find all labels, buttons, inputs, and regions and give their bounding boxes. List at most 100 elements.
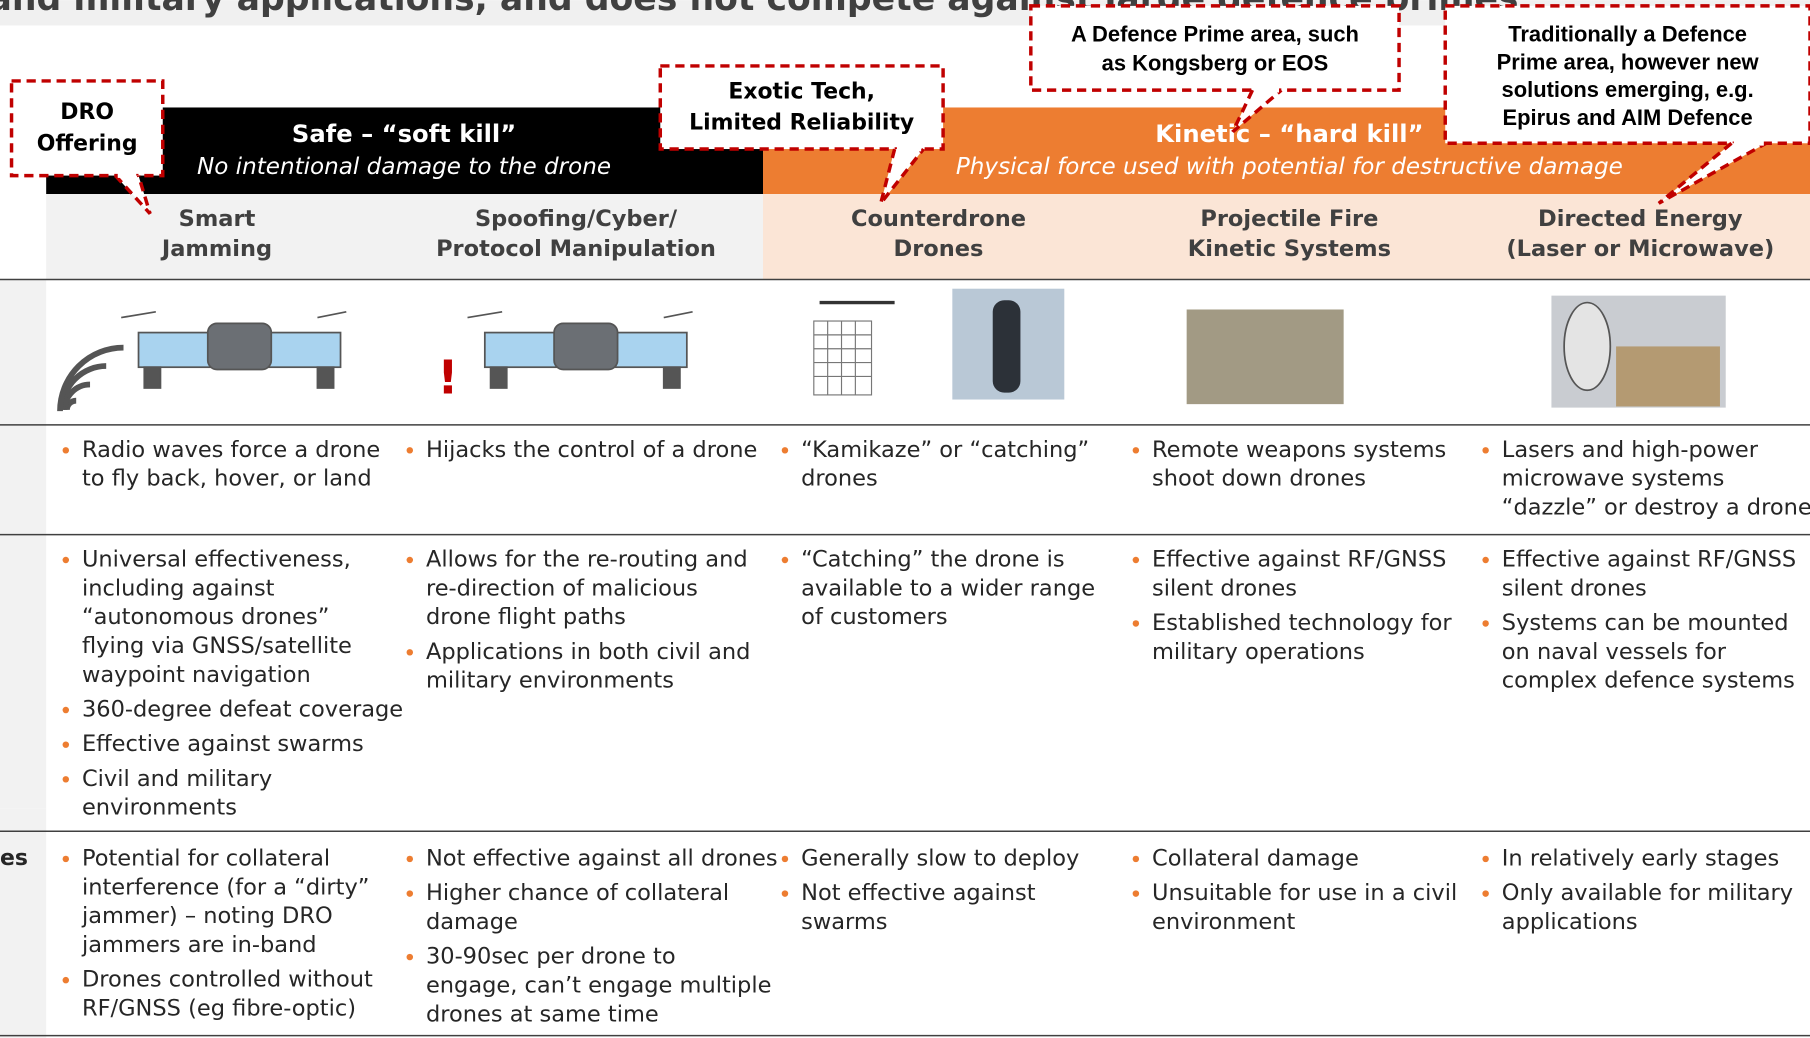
bullet	[406, 855, 414, 863]
column-header: Kinetic Systems	[1188, 236, 1391, 262]
bullet	[1132, 447, 1140, 454]
cell-text: Generally slow to deploy	[801, 845, 1079, 871]
callout-text: Prime area, however new	[1497, 49, 1760, 74]
cell-text: “dazzle” or destroy a drone	[1502, 495, 1810, 521]
cell-text: Collateral damage	[1152, 845, 1359, 871]
cell-text: Civil and military	[82, 766, 272, 792]
cell-text: Allows for the re-routing and	[426, 546, 748, 572]
cell-text: silent drones	[1152, 575, 1297, 601]
column-header: Protocol Manipulation	[436, 236, 716, 262]
bullet	[1482, 556, 1489, 564]
cell-text: Systems can be mounted	[1502, 610, 1789, 636]
cell-text: jammer) – noting DRO	[81, 903, 333, 929]
bullet	[781, 890, 789, 897]
bullet	[406, 953, 414, 961]
bullet	[406, 556, 414, 564]
cell-text: re-direction of malicious	[426, 575, 698, 601]
cell-text: “autonomous drones”	[82, 604, 329, 630]
row-label-bg	[0, 808, 47, 1038]
cell-text: of customers	[801, 604, 948, 630]
column-header: Counterdrone	[851, 206, 1026, 232]
row-label: es	[0, 846, 28, 871]
row-label-bg	[0, 279, 47, 809]
callout-text: A Defence Prime area, such	[1071, 22, 1359, 47]
cell-text: Established technology for	[1152, 610, 1452, 636]
bullet	[1132, 855, 1140, 863]
callout-text: as Kongsberg or EOS	[1102, 51, 1329, 76]
callout-box	[9, 79, 165, 178]
cell-text: Effective against swarms	[82, 731, 364, 757]
cell-text: drones	[801, 466, 878, 492]
cell-text: environments	[82, 795, 237, 821]
callout-tail	[879, 147, 925, 205]
bullet	[62, 855, 70, 863]
callout-box	[1029, 4, 1401, 92]
callout-text: Offering	[37, 131, 138, 156]
cell-text: Only available for military	[1502, 880, 1793, 906]
cell-text: engage, can’t engage multiple	[426, 972, 771, 998]
cell-text: drone flight paths	[426, 604, 626, 630]
net-drone-image	[813, 300, 895, 396]
group-subtitle: No intentional damage to the drone	[197, 154, 611, 180]
cell-text: environment	[1152, 909, 1295, 935]
cell-text: “Catching” the drone is	[801, 546, 1065, 572]
callout-tail	[1657, 141, 1767, 205]
bullet	[1482, 890, 1489, 897]
cell-text: available to a wider range	[801, 575, 1095, 601]
cell-text: shoot down drones	[1152, 466, 1366, 492]
bullet	[1482, 447, 1489, 454]
cell-text: Higher chance of collateral	[426, 880, 729, 906]
bullet	[62, 776, 70, 783]
cell-text: Applications in both civil and	[426, 639, 750, 665]
column-header: (Laser or Microwave)	[1506, 236, 1774, 262]
cell-text: Effective against RF/GNSS	[1502, 546, 1796, 572]
cell-text: jammers are in-band	[81, 932, 317, 958]
bullet	[1482, 620, 1489, 627]
cell-text: Lasers and high-power	[1502, 437, 1759, 463]
cell-text: “Kamikaze” or “catching”	[801, 437, 1089, 463]
jamming-icon	[57, 344, 124, 412]
column-header: Jamming	[160, 236, 272, 262]
callout-text: solutions emerging, e.g.	[1502, 77, 1754, 102]
bullet	[406, 649, 414, 656]
cell-text: Drones controlled without	[82, 967, 373, 993]
cell-text: complex defence systems	[1502, 668, 1795, 694]
bullet	[781, 556, 789, 564]
cell-text: Effective against RF/GNSS	[1152, 546, 1446, 572]
bullet	[781, 447, 789, 454]
bullet	[406, 890, 414, 897]
cell-text: Radio waves force a drone	[82, 437, 380, 463]
group-subtitle: Physical force used with potential for d…	[956, 154, 1623, 180]
bullet	[62, 447, 70, 454]
callout-box	[1443, 4, 1810, 145]
column-header: Directed Energy	[1538, 206, 1743, 232]
bullet	[62, 706, 70, 714]
callout-text: Traditionally a Defence	[1508, 22, 1747, 47]
bullet	[1132, 556, 1140, 564]
column-header: Spoofing/Cyber/	[475, 206, 678, 232]
cell-text: In relatively early stages	[1502, 845, 1779, 871]
bullet	[62, 976, 70, 984]
cell-text: including against	[82, 575, 275, 601]
svg-text:!: !	[437, 351, 458, 405]
bullet	[1482, 855, 1489, 863]
cell-text: military operations	[1152, 639, 1365, 665]
cell-text: applications	[1502, 909, 1638, 935]
callout-text: Exotic Tech,	[728, 79, 875, 104]
callout-box	[658, 64, 945, 151]
cell-text: to fly back, hover, or land	[82, 466, 372, 492]
cell-text: microwave systems	[1502, 466, 1725, 492]
bullet	[62, 741, 70, 748]
col-head-bg	[763, 194, 1810, 280]
cell-text: RF/GNSS (eg fibre-optic)	[82, 996, 356, 1022]
cell-text: swarms	[801, 909, 887, 935]
callout-text: DRO	[60, 100, 114, 125]
group-title: Safe – “soft kill”	[292, 119, 516, 148]
cell-text: Potential for collateral	[82, 845, 330, 871]
callout-text: Epirus and AIM Defence	[1503, 105, 1753, 130]
cell-text: Remote weapons systems	[1152, 437, 1446, 463]
cell-text: Universal effectiveness,	[82, 546, 351, 572]
cell-text: Not effective against all drones	[426, 845, 778, 871]
cell-text: military environments	[426, 668, 674, 694]
